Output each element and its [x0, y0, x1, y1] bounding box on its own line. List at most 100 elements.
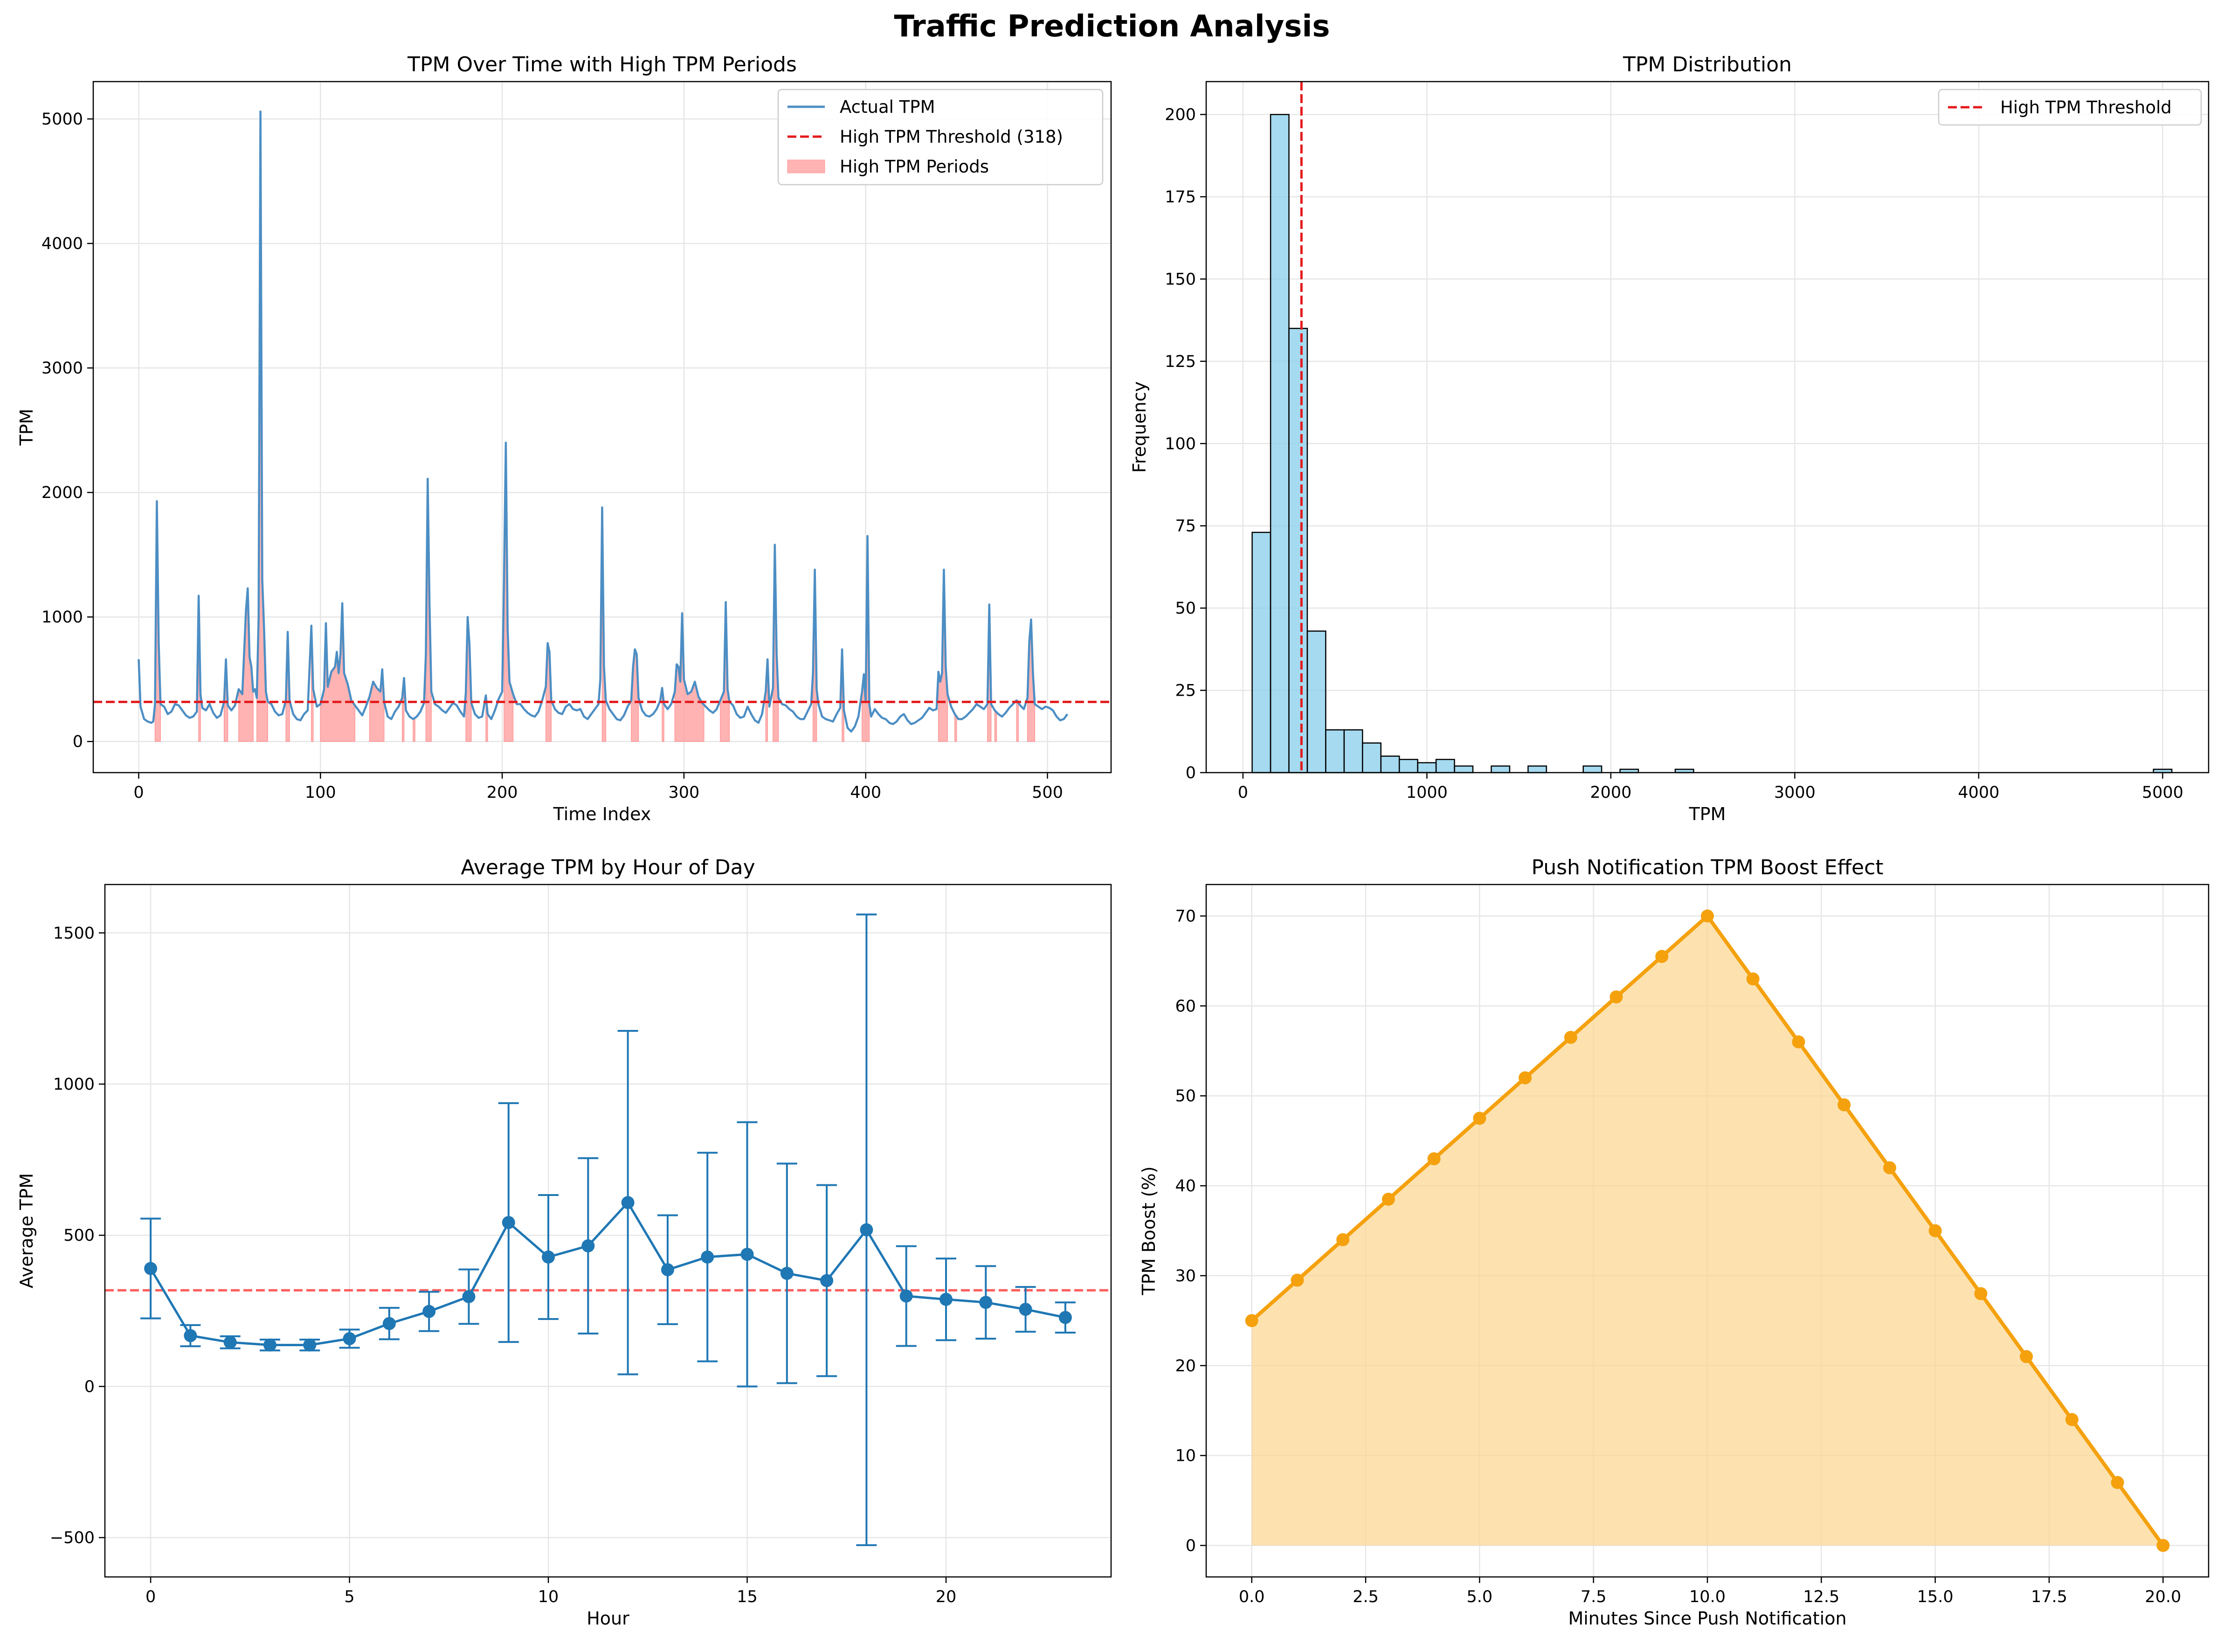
boost-point	[1381, 1193, 1395, 1206]
legend-box	[1938, 89, 2202, 126]
average-tpm-point	[303, 1338, 317, 1352]
histogram-bar	[1362, 742, 1381, 774]
boost-point	[1609, 990, 1623, 1004]
x-tick-label: 100	[305, 783, 336, 802]
y-tick-label: 200	[1165, 106, 1196, 124]
x-tick-label: 12.5	[1803, 1588, 1839, 1606]
boost-point	[1974, 1287, 1988, 1300]
y-tick-label: 10	[1175, 1447, 1196, 1465]
x-tick-label: 17.5	[2031, 1588, 2067, 1606]
boost-area	[1251, 916, 2163, 1546]
x-axis-label: Minutes Since Push Notification	[1568, 1608, 1846, 1629]
x-tick-label: 7.5	[1581, 1588, 1607, 1606]
y-tick-label: 1000	[53, 1075, 95, 1094]
high-tpm-period	[413, 717, 415, 742]
x-tick-label: 20.0	[2145, 1588, 2181, 1606]
boost-point	[1837, 1098, 1851, 1112]
average-tpm-point	[343, 1332, 356, 1346]
axes-frame	[92, 81, 1112, 774]
y-tick-label: 50	[1175, 1087, 1196, 1106]
axes-frame	[104, 884, 1112, 1578]
histogram-bar	[1527, 765, 1547, 774]
x-tick-label: 2.5	[1353, 1588, 1379, 1606]
boost-point	[1427, 1152, 1441, 1166]
y-tick-label: 1000	[41, 608, 83, 627]
average-tpm-point	[144, 1262, 158, 1275]
x-tick-label: 5	[344, 1588, 354, 1606]
histogram-bar	[1582, 765, 1602, 774]
x-tick-label: 5.0	[1467, 1588, 1493, 1606]
average-tpm-point	[1019, 1303, 1032, 1316]
average-tpm-point	[740, 1248, 754, 1261]
boost-point	[1792, 1035, 1805, 1049]
y-tick-label: 60	[1175, 997, 1196, 1016]
y-tick-label: 100	[1165, 435, 1196, 453]
y-axis-label: Average TPM	[16, 1173, 37, 1288]
average-tpm-point	[939, 1293, 953, 1306]
average-tpm-point	[581, 1239, 595, 1252]
y-tick-label: 3000	[41, 359, 83, 378]
chart-title: Average TPM by Hour of Day	[461, 856, 755, 879]
boost-point	[1245, 1314, 1258, 1327]
tpm-distribution-panel: 0 1000 2000 3000 4000 5000 0 25 50 75 100 125 150 175…	[1129, 53, 2210, 824]
y-tick-label: 0	[84, 1377, 95, 1396]
avg-tpm-by-hour-panel: 0 5 10 15 20 −500 0 500 1000 1500 Average TPM by H…	[16, 856, 1112, 1629]
average-tpm-point	[184, 1329, 197, 1342]
legend: High TPM Threshold	[1938, 89, 2202, 126]
x-tick-label: 2000	[1590, 783, 1631, 802]
average-tpm-point	[621, 1196, 635, 1210]
histogram-bar	[1306, 630, 1326, 774]
average-tpm-point	[820, 1274, 834, 1287]
y-tick-label: 0	[73, 733, 83, 751]
axes-frame	[1205, 884, 2210, 1578]
chart-title: TPM Distribution	[1623, 53, 1792, 76]
average-tpm-point	[263, 1338, 276, 1352]
boost-point	[2111, 1476, 2124, 1489]
average-tpm-point	[462, 1290, 476, 1303]
x-tick-label: 300	[669, 783, 700, 802]
histogram-bar	[1435, 759, 1455, 774]
x-tick-label: 400	[850, 783, 881, 802]
legend: Actual TPM High TPM Threshold (318) High T…	[777, 89, 1104, 186]
x-axis-label: Time Index	[553, 804, 651, 824]
y-tick-label: 75	[1175, 517, 1196, 536]
histogram-bar	[1270, 114, 1290, 774]
y-tick-label: 500	[63, 1226, 95, 1245]
legend-label-threshold: High TPM Threshold (318)	[840, 127, 1063, 147]
boost-point	[1746, 972, 1760, 986]
average-tpm-point	[502, 1216, 515, 1229]
x-tick-label: 15	[737, 1588, 758, 1606]
y-tick-label: 40	[1175, 1177, 1196, 1196]
x-tick-label: 0.0	[1239, 1588, 1265, 1606]
average-tpm-point	[979, 1296, 993, 1309]
boost-point	[2065, 1413, 2079, 1426]
average-tpm-point	[1058, 1311, 1072, 1324]
y-tick-label: 70	[1175, 907, 1196, 926]
average-tpm-point	[422, 1305, 436, 1318]
x-tick-label: 4000	[1958, 783, 1999, 802]
x-tick-label: 3000	[1774, 783, 1816, 802]
histogram-bar	[1288, 328, 1308, 774]
y-axis-label: TPM	[16, 409, 37, 446]
y-tick-label: 1500	[53, 924, 95, 943]
boost-point	[2020, 1350, 2033, 1363]
average-tpm-point	[701, 1250, 714, 1264]
histogram-bar	[1251, 532, 1271, 774]
x-tick-label: 200	[487, 783, 518, 802]
average-tpm-point	[542, 1250, 555, 1264]
boost-point	[1519, 1071, 1532, 1085]
y-tick-label: 20	[1175, 1357, 1196, 1376]
x-axis-label: TPM	[1689, 804, 1726, 824]
chart-title: Push Notification TPM Boost Effect	[1531, 856, 1883, 879]
boost-point	[1291, 1273, 1304, 1287]
y-tick-label: 4000	[41, 235, 83, 253]
histogram-bar	[1343, 729, 1363, 774]
y-tick-label: 0	[1186, 1537, 1196, 1555]
x-tick-label: 10	[538, 1588, 559, 1606]
y-tick-label: −500	[50, 1529, 95, 1548]
y-tick-label: 5000	[41, 110, 83, 129]
y-tick-label: 150	[1165, 270, 1196, 289]
histogram-bar	[1417, 762, 1437, 774]
x-tick-label: 500	[1032, 783, 1063, 802]
boost-point	[2156, 1539, 2170, 1552]
